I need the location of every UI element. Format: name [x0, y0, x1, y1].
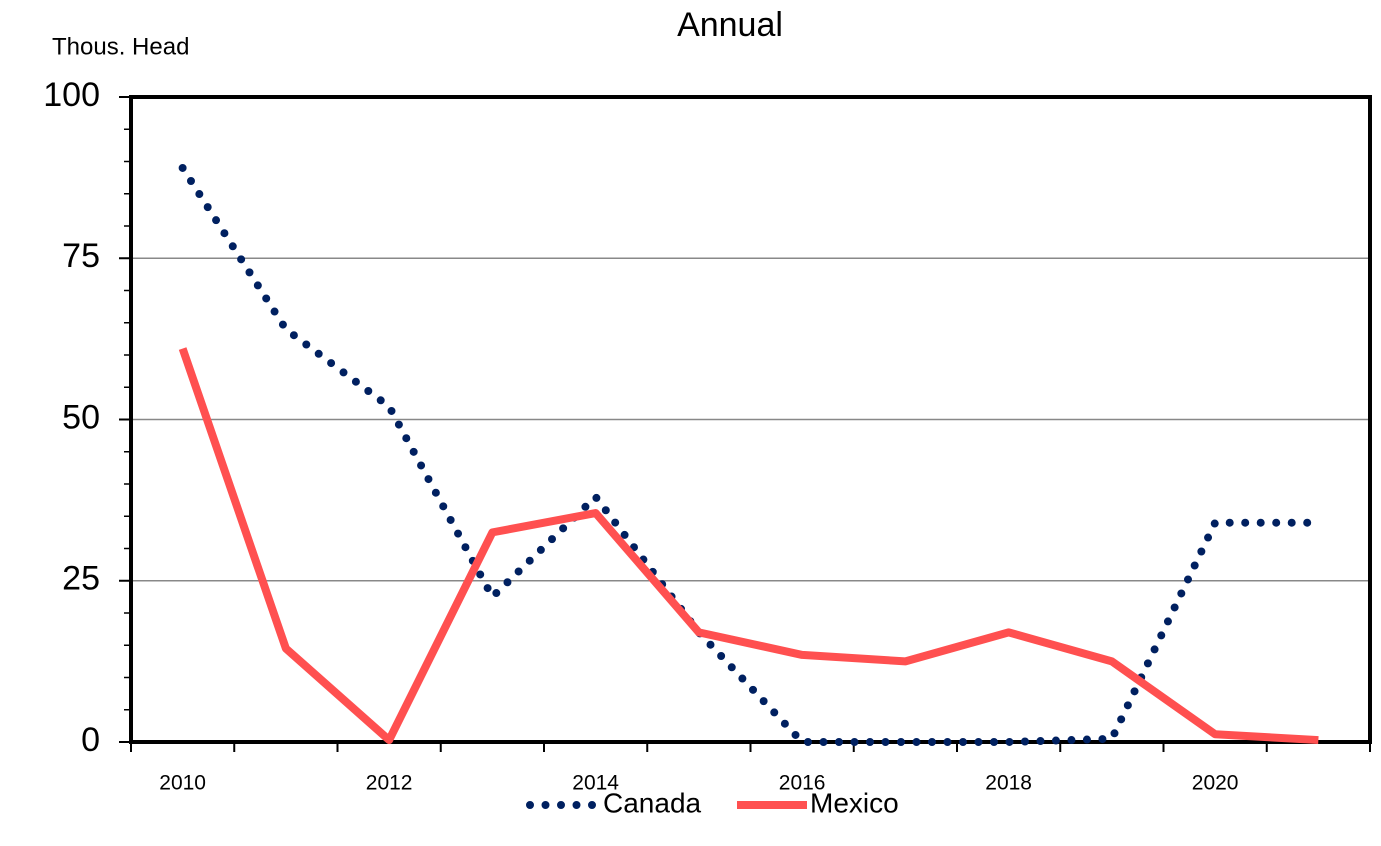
y-tick-label: 50 [62, 398, 100, 436]
x-tick-label: 2018 [985, 772, 1032, 795]
series-line [178, 163, 1323, 746]
plot-border [129, 95, 1372, 744]
x-tick-label: 2012 [366, 772, 413, 795]
x-tick-label: 2016 [779, 772, 826, 795]
chart-title: Annual [677, 6, 783, 44]
legend-label: Canada [603, 787, 702, 818]
x-tick-label: 2010 [159, 772, 206, 795]
legend-label: Mexico [810, 787, 899, 818]
y-tick-label: 100 [43, 76, 100, 114]
y-tick-label: 25 [62, 560, 100, 598]
y-tick-label: 0 [81, 721, 100, 759]
x-tick-label: 2020 [1192, 772, 1239, 795]
x-tick-label: 2014 [572, 772, 619, 795]
y-axis-title: Thous. Head [52, 33, 189, 60]
series-line [178, 347, 1319, 745]
y-tick-label: 75 [62, 237, 100, 275]
